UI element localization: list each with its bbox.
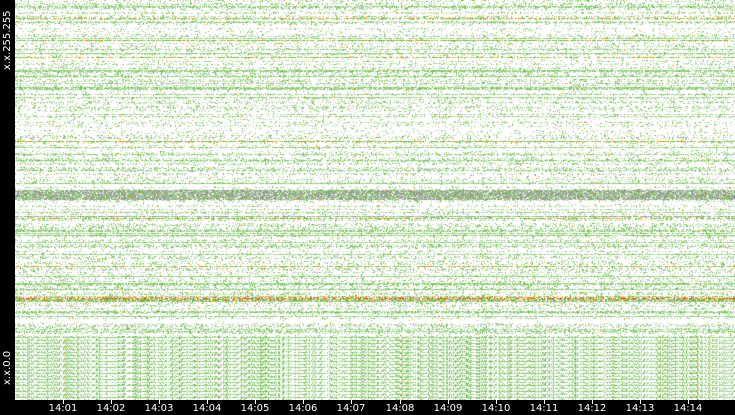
x-tick bbox=[688, 400, 689, 404]
x-tick bbox=[303, 400, 304, 404]
x-tick-label: 14:10 bbox=[481, 403, 511, 414]
x-tick bbox=[448, 400, 449, 404]
x-tick-label: 14:09 bbox=[433, 403, 463, 414]
x-tick-label: 14:05 bbox=[240, 403, 270, 414]
x-tick-label: 14:13 bbox=[625, 403, 655, 414]
x-tick bbox=[592, 400, 593, 404]
x-tick-label: 14:12 bbox=[577, 403, 607, 414]
x-tick-label: 14:07 bbox=[336, 403, 366, 414]
x-tick bbox=[544, 400, 545, 404]
x-tick-label: 14:06 bbox=[288, 403, 318, 414]
y-axis: x.x.255.255 x.x.0.0 bbox=[0, 0, 15, 400]
x-tick bbox=[159, 400, 160, 404]
x-tick-label: 14:01 bbox=[48, 403, 78, 414]
y-tick-label-top: x.x.255.255 bbox=[2, 10, 13, 70]
x-tick bbox=[400, 400, 401, 404]
heatmap-plot-area[interactable] bbox=[15, 0, 735, 400]
y-tick-label-bottom: x.x.0.0 bbox=[2, 350, 13, 385]
x-tick-label: 14:14 bbox=[673, 403, 703, 414]
x-tick bbox=[63, 400, 64, 404]
x-tick bbox=[111, 400, 112, 404]
x-tick-label: 14:02 bbox=[96, 403, 126, 414]
x-tick-label: 14:04 bbox=[192, 403, 222, 414]
x-tick bbox=[207, 400, 208, 404]
x-tick-label: 14:11 bbox=[529, 403, 559, 414]
x-tick bbox=[496, 400, 497, 404]
x-tick bbox=[640, 400, 641, 404]
x-tick-label: 14:08 bbox=[385, 403, 415, 414]
x-tick bbox=[351, 400, 352, 404]
x-tick bbox=[255, 400, 256, 404]
x-axis: 14:01 14:02 14:03 14:04 14:05 14:06 14:07 14:08… bbox=[0, 400, 735, 415]
x-tick-label: 14:03 bbox=[144, 403, 174, 414]
